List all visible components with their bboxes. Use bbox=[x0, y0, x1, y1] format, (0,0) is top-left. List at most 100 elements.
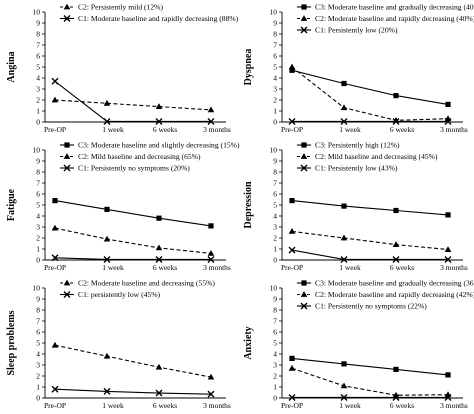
y-tick-label: 9 bbox=[273, 157, 277, 166]
x-tick-label: 6 weeks bbox=[153, 401, 177, 410]
data-point-triangle bbox=[155, 363, 163, 370]
chart-svg-anxiety: Anxiety 0 1 2 3 4 5 6 7 8 9 10 Pre-OP 1 week 6 weeks 3 … bbox=[243, 279, 474, 410]
y-tick-label: 0 bbox=[273, 118, 277, 127]
data-point-triangle bbox=[288, 364, 296, 371]
series-c1 bbox=[51, 385, 215, 398]
x-tick-label: 3 months bbox=[440, 401, 468, 410]
legend-entry-label: C3: Moderate baseline and slightly decre… bbox=[78, 141, 240, 150]
y-tick-label: 4 bbox=[273, 74, 277, 83]
y-tick-label: 2 bbox=[36, 234, 40, 243]
series-line bbox=[291, 249, 448, 260]
y-tick-label: 10 bbox=[33, 284, 41, 293]
chart-panel-angina: Angina 0 1 2 3 4 5 6 7 8 9 10 Pre-OP 1 week 6 weeks 3 m… bbox=[0, 0, 239, 138]
data-point-x bbox=[288, 393, 296, 401]
series-c2 bbox=[51, 224, 215, 256]
x-tick-label: 1 week bbox=[339, 125, 361, 134]
series-line bbox=[291, 69, 449, 105]
legend-marker-square bbox=[301, 280, 307, 286]
legend-entry-label: C1: Persistently no symptoms (20%) bbox=[78, 164, 190, 173]
data-point-triangle bbox=[51, 96, 59, 103]
legend-entry-label: C1: Persistently no symptoms (22%) bbox=[315, 302, 427, 311]
y-tick-label: 5 bbox=[273, 201, 277, 210]
y-tick-label: 8 bbox=[36, 30, 40, 39]
data-point-x bbox=[444, 255, 452, 263]
data-point-square bbox=[156, 215, 162, 221]
data-point-triangle bbox=[340, 104, 348, 111]
legend-marker-triangle bbox=[300, 15, 308, 21]
y-tick-label: 5 bbox=[36, 63, 40, 72]
data-point-triangle bbox=[51, 224, 59, 231]
y-tick-label: 2 bbox=[273, 96, 277, 105]
x-tick-label: 3 months bbox=[203, 125, 231, 134]
series-line bbox=[54, 99, 212, 111]
y-axis-label: Depression bbox=[243, 181, 254, 228]
legend-marker-x bbox=[300, 164, 308, 172]
data-point-x bbox=[103, 255, 111, 263]
data-point-x bbox=[103, 387, 111, 395]
series-c3 bbox=[289, 355, 451, 378]
data-point-x bbox=[392, 117, 400, 125]
series-c2 bbox=[288, 63, 452, 123]
legend: C3: Moderate baseline and gradually decr… bbox=[297, 279, 474, 311]
y-tick-label: 1 bbox=[36, 245, 40, 254]
chart-svg-depression: Depression 0 1 2 3 4 5 6 7 8 9 10 Pre-OP 1 week 6 week… bbox=[243, 141, 468, 272]
data-point-x bbox=[288, 246, 296, 254]
x-tick-label: 1 week bbox=[339, 263, 361, 272]
chart-panel-fatigue: Fatigue 0 1 2 3 4 5 6 7 8 9 10 Pre-OP 1 week 6 weeks 3 … bbox=[0, 138, 240, 276]
y-tick-label: 6 bbox=[36, 52, 40, 61]
y-tick-label: 1 bbox=[273, 383, 277, 392]
legend-marker-triangle bbox=[63, 279, 71, 286]
y-tick-label: 10 bbox=[33, 8, 41, 17]
data-point-square bbox=[341, 203, 347, 209]
y-tick-label: 3 bbox=[36, 361, 40, 370]
legend-marker-triangle bbox=[300, 291, 308, 297]
x-tick-label: Pre-OP bbox=[44, 125, 66, 134]
y-tick-label: 5 bbox=[36, 201, 40, 210]
y-tick-label: 9 bbox=[273, 295, 277, 304]
y-tick-label: 5 bbox=[36, 339, 40, 348]
series-c2 bbox=[51, 96, 215, 113]
data-point-square bbox=[393, 93, 399, 99]
data-point-square bbox=[104, 206, 110, 212]
x-tick-label: 6 weeks bbox=[390, 263, 414, 272]
data-point-square bbox=[445, 372, 451, 378]
legend-entry-label: C2: Persistently mild (12%) bbox=[78, 3, 163, 12]
data-point-square bbox=[289, 198, 295, 204]
legend-entry-label: C2: Mild baseline and decreasing (65%) bbox=[78, 152, 201, 161]
data-point-triangle bbox=[340, 234, 348, 241]
data-point-x bbox=[155, 255, 163, 263]
data-point-triangle bbox=[340, 382, 348, 389]
data-point-x bbox=[444, 117, 452, 125]
y-tick-label: 9 bbox=[273, 19, 277, 28]
y-tick-label: 10 bbox=[270, 8, 278, 17]
legend-entry-label: C3: Moderate baseline and gradually decr… bbox=[315, 3, 474, 12]
y-tick-label: 6 bbox=[36, 328, 40, 337]
data-point-square bbox=[445, 101, 451, 107]
y-tick-label: 10 bbox=[33, 146, 41, 155]
data-point-square bbox=[393, 207, 399, 214]
data-point-triangle bbox=[155, 244, 163, 251]
y-axis-label: Fatigue bbox=[6, 188, 17, 221]
data-point-triangle bbox=[392, 241, 400, 247]
y-tick-label: 7 bbox=[273, 41, 277, 50]
y-tick-label: 10 bbox=[270, 284, 278, 293]
chart-panel-dyspnea: Dyspnea 0 1 2 3 4 5 6 7 8 9 10 Pre-OP 1 week 6 weeks 3 … bbox=[237, 0, 474, 138]
y-tick-label: 4 bbox=[36, 74, 40, 83]
data-point-triangle bbox=[51, 341, 59, 348]
legend-marker-triangle bbox=[63, 3, 71, 10]
legend-marker-square bbox=[301, 142, 307, 148]
y-tick-label: 5 bbox=[273, 339, 277, 348]
y-tick-label: 1 bbox=[36, 107, 40, 116]
x-tick-label: 3 months bbox=[203, 263, 231, 272]
legend-marker-square bbox=[64, 142, 70, 148]
y-tick-label: 6 bbox=[273, 328, 277, 337]
data-point-square bbox=[208, 223, 214, 229]
series-c2 bbox=[288, 364, 452, 398]
y-tick-label: 8 bbox=[36, 306, 40, 315]
legend: C2: Persistently mild (12%) C1: Moderate … bbox=[60, 3, 239, 23]
data-point-x bbox=[155, 117, 163, 125]
series-line bbox=[291, 200, 449, 216]
legend-entry-label: C1: persistently low (45%) bbox=[78, 290, 161, 299]
legend-entry-label: C3: Moderate baseline and gradually decr… bbox=[315, 279, 474, 288]
x-tick-label: Pre-OP bbox=[44, 263, 66, 272]
